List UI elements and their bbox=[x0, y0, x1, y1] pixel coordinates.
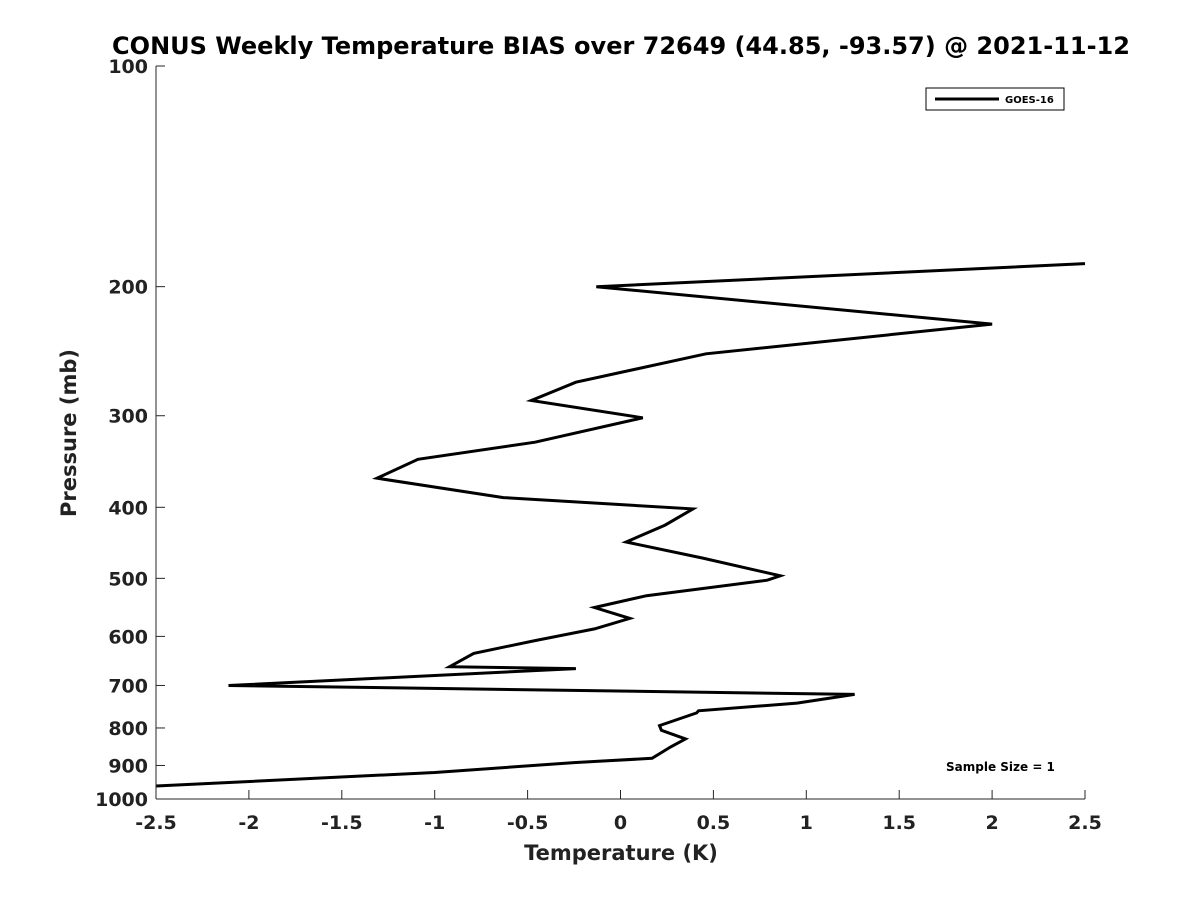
y-tick-label: 700 bbox=[108, 675, 148, 697]
y-tick-label: 100 bbox=[108, 56, 148, 78]
x-axis-label: Temperature (K) bbox=[524, 841, 718, 865]
x-tick-label: 0 bbox=[614, 812, 627, 834]
x-tick-label: 0.5 bbox=[697, 812, 731, 834]
x-tick-label: -1.5 bbox=[321, 812, 363, 834]
y-tick-label: 500 bbox=[108, 568, 148, 590]
x-tick-label: 1.5 bbox=[882, 812, 916, 834]
x-tick-label: -0.5 bbox=[507, 812, 549, 834]
y-tick-label: 200 bbox=[108, 277, 148, 299]
y-tick-label: 1000 bbox=[95, 789, 148, 811]
y-axis-ticks: 100 200 300 400 500 600 700 800 900 1000 bbox=[95, 56, 165, 811]
y-axis-label: Pressure (mb) bbox=[57, 349, 81, 517]
y-tick-label: 400 bbox=[108, 497, 148, 519]
x-tick-label: -2 bbox=[238, 812, 259, 834]
x-axis-ticks: -2.5 -2 -1.5 -1 -0.5 0 0.5 1 1.5 2 2.5 bbox=[135, 790, 1102, 834]
series-line-goes-16 bbox=[155, 262, 1086, 788]
y-tick-label: 300 bbox=[108, 406, 148, 428]
x-tick-label: -2.5 bbox=[135, 812, 177, 834]
y-tick-label: 600 bbox=[108, 626, 148, 648]
x-tick-label: 1 bbox=[800, 812, 813, 834]
y-tick-label: 900 bbox=[108, 755, 148, 777]
legend-entry-goes-16: GOES-16 bbox=[1005, 95, 1054, 106]
sample-size-annotation: Sample Size = 1 bbox=[946, 760, 1055, 774]
x-tick-label: 2.5 bbox=[1068, 812, 1102, 834]
legend: GOES-16 bbox=[925, 87, 1065, 111]
chart-title: CONUS Weekly Temperature BIAS over 72649… bbox=[112, 32, 1130, 60]
x-tick-label: -1 bbox=[424, 812, 445, 834]
x-tick-label: 2 bbox=[985, 812, 998, 834]
y-tick-label: 800 bbox=[108, 718, 148, 740]
